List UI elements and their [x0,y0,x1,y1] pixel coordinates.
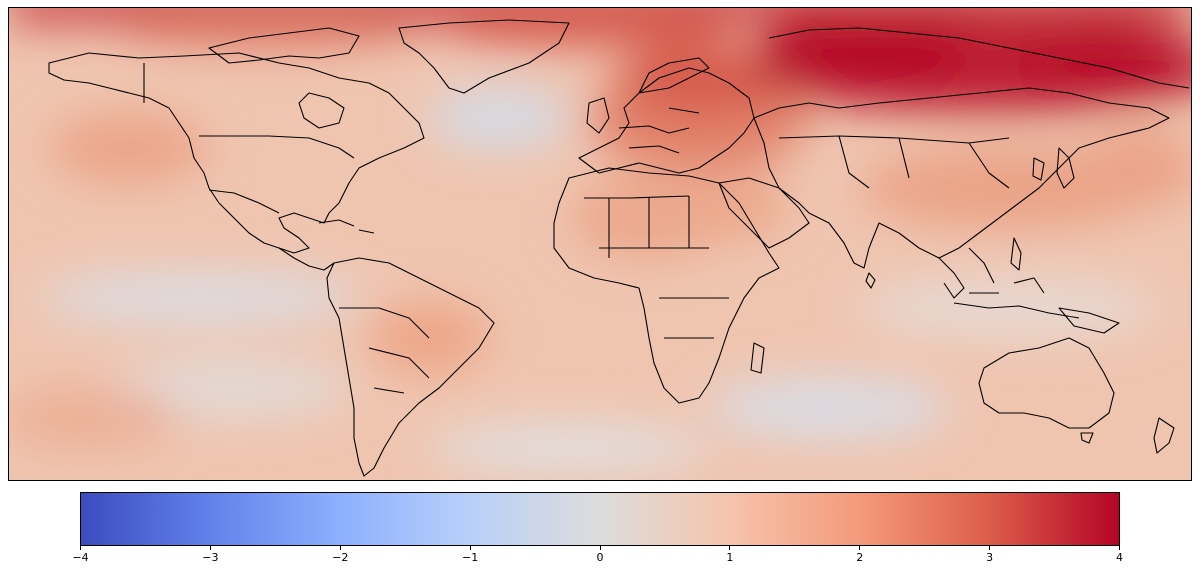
europe-borders [618,107,700,154]
africa-outline [553,167,780,404]
colorbar-tick-label: 1 [726,551,734,564]
colorbar-tick-label: 0 [596,551,604,564]
hudson-bay [298,92,345,129]
colorbar-tick-label: −2 [332,551,349,564]
colorbar-tick [989,546,991,550]
south-america-outline [326,257,495,477]
southeast-asia [938,247,995,299]
africa-borders [584,195,729,339]
central-america [278,247,335,271]
colorbar-tick-label: −4 [72,551,89,564]
colorbar-tick [80,546,81,550]
colorbar-tick-label: −3 [202,551,219,564]
mexico-border [208,189,280,214]
north-america-outline [48,52,425,254]
british-isles [586,97,610,134]
colorbar-tick [599,546,601,550]
japan [1056,147,1075,189]
new-guinea [1058,307,1120,334]
korea [1032,157,1045,181]
madagascar [750,342,765,374]
colorbar [80,492,1120,546]
asia-outline [753,87,1170,269]
colorbar-tick [1119,546,1120,550]
colorbar-tick-label: 2 [856,551,864,564]
caribbean-islands [318,219,375,234]
anomaly-map [8,7,1192,481]
colorbar-tick-label: 3 [986,551,994,564]
colorbar-tick-label: 4 [1116,551,1123,564]
philippines [1010,237,1022,271]
arabian-peninsula [718,177,810,249]
tasmania [1080,432,1094,444]
south-america-borders [339,307,430,394]
siberia-coast [768,27,1190,89]
colorbar-tick [209,546,211,550]
colorbar-tick [339,546,341,550]
colorbar-tick [859,546,861,550]
canada-border [199,135,355,159]
scandinavia [638,57,710,94]
new-zealand [1153,417,1175,454]
greenland [398,19,570,94]
sri-lanka [865,272,876,289]
indonesia [953,277,1080,319]
coastlines [48,19,1190,477]
australia-outline [978,337,1115,429]
asia-borders [778,135,1010,189]
map-svg [9,8,1191,480]
colorbar-tick [469,546,471,550]
temperature-anomaly-field [9,8,1191,480]
arctic-islands [208,27,360,64]
europe-outline [578,67,755,174]
colorbar-tick [729,546,731,550]
colorbar-tick-label: −1 [462,551,479,564]
